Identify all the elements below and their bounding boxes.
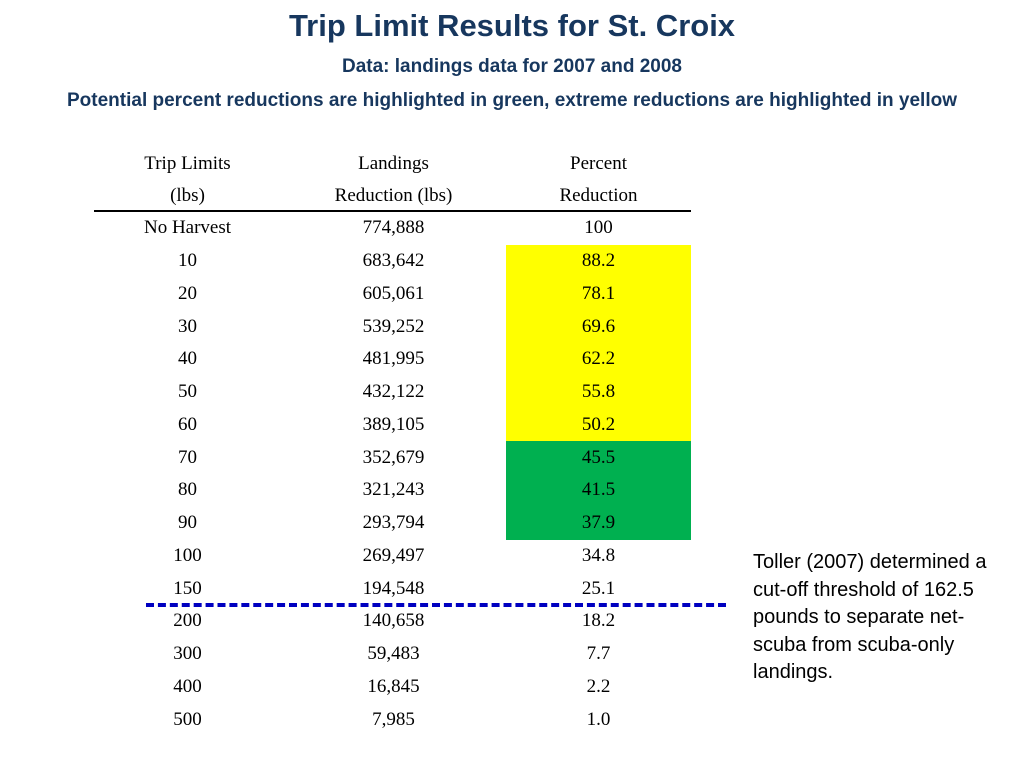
table-header-row-2: (lbs) Reduction (lbs) Reduction — [94, 180, 691, 212]
percent-reduction-cell: 78.1 — [506, 277, 691, 311]
percent-reduction-cell: 50.2 — [506, 408, 691, 442]
threshold-dashed-line — [146, 603, 726, 607]
percent-reduction-cell: 55.8 — [506, 375, 691, 409]
header-divider — [94, 210, 691, 212]
landings-reduction-cell: 321,243 — [362, 479, 425, 501]
table-row: 10 683,642 88.2 — [94, 244, 691, 278]
trip-limit-cell: 30 — [178, 315, 197, 337]
slide-subtitle: Data: landings data for 2007 and 2008 — [341, 56, 682, 77]
trip-limit-cell: 500 — [173, 708, 202, 730]
trip-limit-cell: 200 — [173, 610, 202, 632]
table-row: 70 352,679 45.5 — [94, 441, 691, 474]
table-row: 90 293,794 37.9 — [94, 506, 691, 540]
percent-reduction-cell: 34.8 — [581, 544, 616, 566]
trip-limit-cell: 300 — [173, 643, 202, 665]
percent-reduction-cell: 88.2 — [506, 244, 691, 278]
header-percent: Percent — [570, 153, 627, 174]
landings-reduction-cell: 683,642 — [362, 250, 425, 272]
landings-reduction-cell: 481,995 — [362, 348, 425, 370]
table-row: 500 7,985 1.0 — [94, 703, 691, 736]
trip-limit-cell: 100 — [173, 544, 202, 566]
landings-reduction-cell: 293,794 — [362, 512, 425, 534]
table-header-row-1: Trip Limits Landings Percent — [94, 148, 691, 180]
table-row: 30 539,252 69.6 — [94, 310, 691, 343]
trip-limit-cell: 10 — [178, 250, 197, 272]
toller-note: Toller (2007) determined a cut-off thres… — [753, 551, 987, 683]
header-trip-limits: Trip Limits — [144, 153, 231, 174]
landings-reduction-cell: 605,061 — [362, 282, 425, 304]
trip-limit-cell: 400 — [173, 675, 202, 697]
trip-limit-table: Trip Limits Landings Percent (lbs) Reduc… — [94, 148, 691, 736]
percent-reduction-cell: 18.2 — [581, 610, 616, 632]
table-row: 50 432,122 55.8 — [94, 375, 691, 409]
percent-reduction-cell: 45.5 — [506, 441, 691, 474]
trip-limit-cell: 70 — [178, 446, 197, 468]
landings-reduction-cell: 59,483 — [367, 643, 420, 665]
table-row: 40 481,995 62.2 — [94, 343, 691, 376]
trip-limit-cell: 90 — [178, 512, 197, 534]
table-row: 400 16,845 2.2 — [94, 671, 691, 704]
landings-reduction-cell: 352,679 — [362, 446, 425, 468]
trip-limit-cell: 60 — [178, 413, 197, 435]
trip-limit-cell: 50 — [178, 381, 197, 403]
landings-reduction-cell: 774,888 — [362, 217, 425, 239]
trip-limit-cell: 150 — [173, 577, 202, 599]
percent-reduction-cell: 41.5 — [506, 474, 691, 507]
percent-reduction-cell: 62.2 — [506, 343, 691, 376]
table-row: 300 59,483 7.7 — [94, 638, 691, 671]
header-reduction: Reduction — [559, 185, 638, 206]
highlight-note: Potential percent reductions are highlig… — [67, 90, 957, 111]
header-reduction-lbs: Reduction (lbs) — [334, 185, 453, 206]
percent-reduction-cell: 25.1 — [581, 577, 616, 599]
table-row: 60 389,105 50.2 — [94, 408, 691, 442]
percent-reduction-cell: 1.0 — [586, 708, 611, 730]
percent-reduction-cell: 69.6 — [506, 310, 691, 343]
header-lbs: (lbs) — [170, 185, 205, 206]
percent-reduction-cell: 100 — [584, 217, 613, 239]
table-row: 100 269,497 34.8 — [94, 540, 691, 573]
landings-reduction-cell: 16,845 — [367, 675, 420, 697]
table-body: No Harvest 774,888 100 10 683,642 88.2 20 605,0… — [94, 212, 691, 736]
table-row: 80 321,243 41.5 — [94, 474, 691, 507]
slide-title: Trip Limit Results for St. Croix — [288, 8, 736, 43]
landings-reduction-cell: 140,658 — [362, 610, 425, 632]
trip-limit-cell: 20 — [178, 282, 197, 304]
landings-reduction-cell: 432,122 — [362, 381, 425, 403]
landings-reduction-cell: 539,252 — [362, 315, 425, 337]
landings-reduction-cell: 389,105 — [362, 413, 425, 435]
landings-reduction-cell: 194,548 — [362, 577, 425, 599]
percent-reduction-cell: 7.7 — [586, 643, 611, 665]
table-row: 150 194,548 25.1 — [94, 572, 691, 605]
trip-limit-cell: 40 — [178, 348, 197, 370]
percent-reduction-cell: 2.2 — [586, 675, 611, 697]
table-row: 20 605,061 78.1 — [94, 277, 691, 311]
percent-reduction-cell: 37.9 — [506, 506, 691, 540]
table-row: 200 140,658 18.2 — [94, 605, 691, 638]
table-row: No Harvest 774,888 100 — [94, 212, 691, 245]
landings-reduction-cell: 7,985 — [372, 708, 415, 730]
header-landings: Landings — [358, 153, 429, 174]
trip-limit-cell: 80 — [178, 479, 197, 501]
landings-reduction-cell: 269,497 — [362, 544, 425, 566]
trip-limit-cell: No Harvest — [143, 217, 232, 239]
